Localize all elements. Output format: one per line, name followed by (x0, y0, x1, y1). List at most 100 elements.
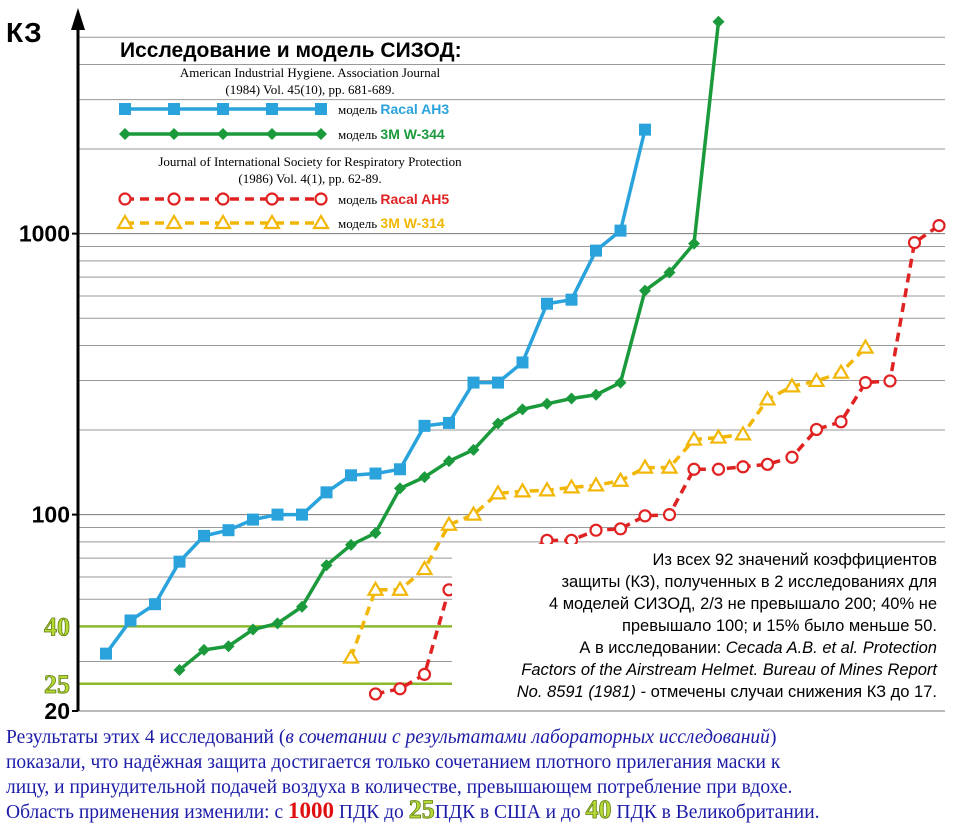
legend-name: 3M W-314 (380, 215, 445, 231)
legend-marker (214, 213, 232, 230)
legend-marker (315, 128, 327, 140)
reference-label: 40 (44, 612, 70, 641)
legend-marker (116, 213, 134, 230)
data-point (687, 462, 701, 476)
legend-marker (312, 213, 330, 230)
data-point (222, 524, 235, 537)
caption-line: Результаты этих 4 исследований (в сочета… (6, 727, 776, 748)
legend-marker (315, 103, 327, 115)
legend-title: Исследование и модель СИЗОД: (120, 39, 462, 62)
annotation-text: 4 моделей СИЗОД, 2/3 не превышало 200; 4… (549, 595, 937, 613)
legend-marker (216, 192, 230, 206)
data-point (736, 460, 750, 474)
legend-marker (118, 192, 132, 206)
annotation-text: Cecada A.B. et al. Protection (726, 639, 937, 657)
data-point (173, 663, 186, 676)
data-point (662, 508, 677, 522)
data-point (711, 462, 726, 476)
annotation-line: Из всех 92 значений коэффициентов (653, 551, 938, 569)
data-point (342, 648, 360, 664)
data-point (663, 266, 676, 279)
legend-source: American Industrial Hygiene. Association… (180, 65, 441, 80)
data-point (932, 219, 946, 233)
series-line (349, 346, 867, 659)
annotation-text: - отмечены случаи снижения КЗ до 17. (636, 683, 937, 701)
data-point (760, 457, 775, 471)
legend-entry: модель Racal AH3 (338, 101, 449, 117)
legend-marker (217, 128, 229, 140)
data-point (100, 647, 112, 660)
legend-marker (168, 103, 180, 115)
caption-text: ПДК в Великобритании. (612, 802, 820, 823)
data-point (492, 376, 504, 389)
data-point (391, 580, 409, 596)
data-point (758, 390, 777, 406)
legend-marker (266, 128, 278, 140)
caption-text: 25 (409, 795, 435, 824)
data-point (613, 522, 628, 536)
data-point (785, 450, 799, 464)
legend-source: (1984) Vol. 45(10), pp. 681-689. (225, 82, 394, 97)
data-point (443, 416, 455, 429)
data-point (688, 237, 700, 250)
data-point (345, 538, 357, 551)
data-point (809, 422, 824, 437)
data-point (587, 476, 605, 492)
data-point (418, 419, 431, 432)
data-point (636, 458, 654, 474)
y-axis-label: КЗ (6, 17, 42, 48)
legend-marker (167, 192, 181, 206)
annotation-text: А в исследовании: (579, 639, 725, 657)
caption-text: ПДК в США и до (435, 802, 586, 823)
data-point (538, 481, 556, 497)
data-point (541, 297, 553, 310)
data-point (393, 682, 407, 696)
y-tick-label: 1000 (19, 221, 70, 247)
legend-marker (266, 103, 278, 115)
data-point (198, 643, 210, 656)
annotation-line: Factors of the Airstream Helmet. Bureau … (521, 661, 938, 679)
data-point (516, 403, 529, 416)
caption-text: ПДК до (334, 802, 409, 823)
caption-text: показали, что надёжная защита достигаетс… (6, 752, 781, 773)
data-point (418, 471, 431, 484)
data-point (464, 505, 483, 521)
data-point (271, 508, 284, 521)
data-point (368, 687, 383, 701)
legend-marker (314, 192, 328, 206)
annotation-line: 4 моделей СИЗОД, 2/3 не превышало 200; 4… (549, 595, 937, 613)
annotation-text: защиты (КЗ), полученных в 2 исследования… (561, 573, 937, 591)
data-point (417, 667, 432, 681)
caption-text: в сочетании с результатами лабораторных … (285, 727, 770, 748)
data-point (369, 467, 382, 480)
data-point (783, 377, 801, 393)
data-point (443, 455, 455, 468)
legend-source: Journal of International Society for Res… (158, 154, 462, 169)
data-point (614, 224, 627, 237)
y-tick-label: 20 (44, 698, 70, 724)
legend-name: Racal AH3 (380, 101, 449, 117)
data-point (124, 614, 137, 627)
data-point (369, 527, 382, 540)
data-point (271, 617, 284, 630)
data-point (611, 471, 630, 487)
data-point (489, 484, 507, 500)
data-point (832, 363, 850, 379)
legend-marker (217, 103, 229, 115)
legend-marker (265, 192, 279, 206)
data-point (440, 515, 458, 531)
data-point (467, 376, 480, 389)
reference-label: 25 (44, 670, 70, 699)
legend-prefix: модель (338, 102, 377, 117)
data-point (660, 458, 679, 474)
legend-marker (119, 128, 131, 140)
caption-line: показали, что надёжная защита достигаетс… (6, 752, 781, 773)
data-point (883, 374, 897, 388)
legend-marker (165, 213, 183, 230)
legend-source: (1986) Vol. 4(1), pp. 62-89. (238, 171, 381, 186)
y-tick-label: 100 (32, 502, 70, 528)
data-point (247, 623, 259, 636)
annotation-box (452, 544, 946, 704)
